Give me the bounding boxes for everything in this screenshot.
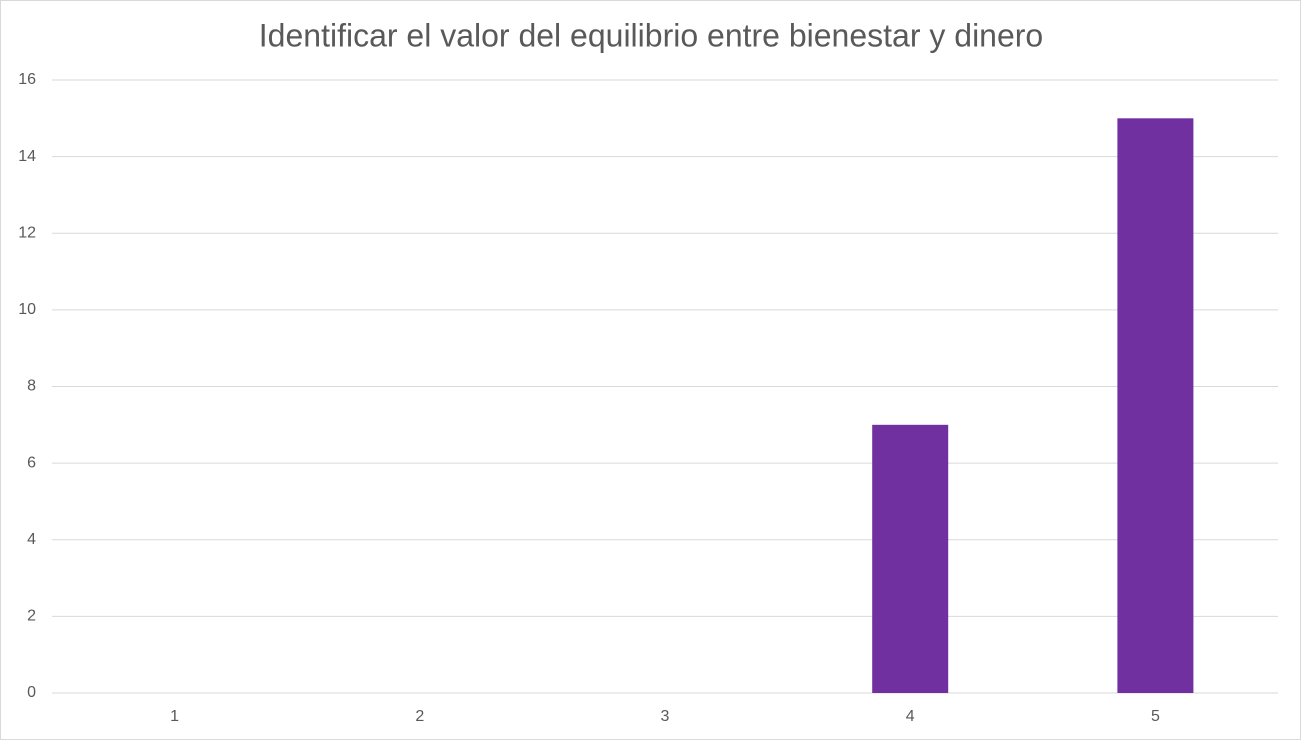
y-tick-label: 12 bbox=[18, 224, 36, 241]
chart-title: Identificar el valor del equilibrio entr… bbox=[259, 17, 1043, 53]
y-tick-label: 14 bbox=[18, 148, 36, 165]
x-tick-label: 4 bbox=[906, 708, 915, 725]
bar bbox=[1117, 118, 1194, 693]
y-tick-label: 16 bbox=[18, 71, 36, 88]
bar bbox=[872, 424, 949, 693]
y-tick-label: 6 bbox=[27, 454, 36, 471]
x-tick-label: 2 bbox=[415, 708, 424, 725]
y-tick-label: 8 bbox=[27, 378, 36, 395]
x-tick-label: 3 bbox=[661, 708, 670, 725]
y-tick-label: 10 bbox=[18, 301, 36, 318]
y-tick-label: 0 bbox=[27, 684, 36, 701]
y-tick-label: 2 bbox=[27, 608, 36, 625]
x-tick-label: 5 bbox=[1151, 708, 1160, 725]
x-tick-label: 1 bbox=[170, 708, 179, 725]
y-tick-label: 4 bbox=[27, 531, 36, 548]
